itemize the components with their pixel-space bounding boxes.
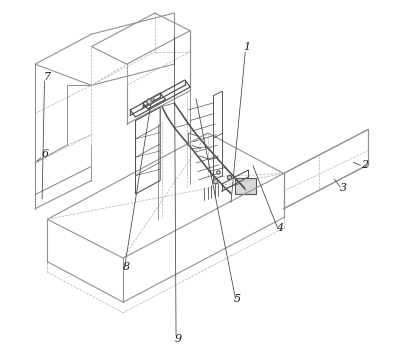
Text: 6: 6 — [42, 149, 49, 159]
FancyBboxPatch shape — [235, 178, 256, 194]
Text: 4: 4 — [277, 223, 283, 233]
Text: 5: 5 — [234, 294, 241, 304]
Text: 1: 1 — [243, 41, 250, 52]
Text: 2: 2 — [361, 160, 368, 170]
Text: 7: 7 — [44, 72, 51, 81]
Text: 9: 9 — [174, 334, 181, 344]
Text: 8: 8 — [123, 262, 130, 272]
Text: 3: 3 — [340, 183, 347, 193]
